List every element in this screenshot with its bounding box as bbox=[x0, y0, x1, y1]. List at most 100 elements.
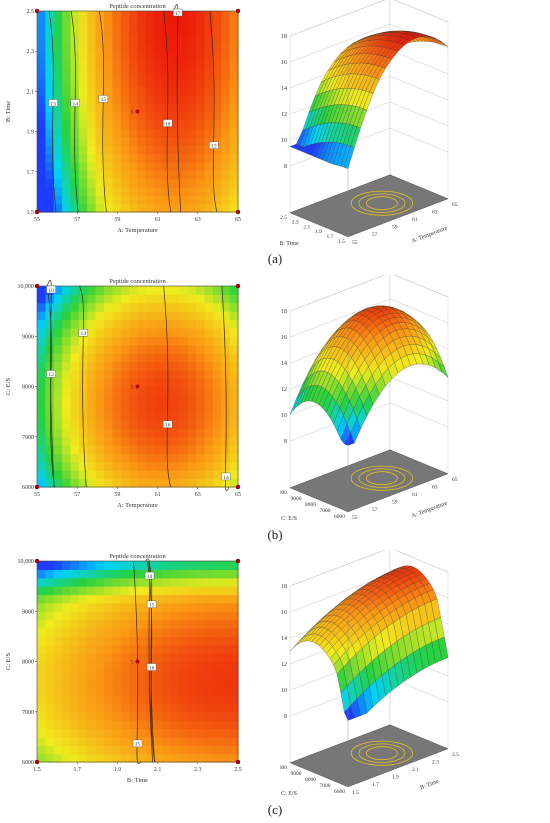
heatmap-cell bbox=[62, 394, 72, 404]
heatmap-cell bbox=[229, 195, 239, 205]
heatmap-cell bbox=[137, 195, 147, 205]
x-tick-label: 55 bbox=[34, 492, 40, 498]
heatmap-cell bbox=[45, 203, 55, 213]
heatmap-cell bbox=[62, 203, 72, 213]
heatmap-cell bbox=[53, 103, 63, 113]
heatmap-cell bbox=[104, 153, 113, 163]
contour-line bbox=[78, 285, 87, 488]
heatmap-cell bbox=[137, 27, 147, 37]
heatmap-cell bbox=[62, 445, 72, 455]
heatmap-cell bbox=[37, 161, 46, 171]
heatmap-cell bbox=[229, 19, 239, 29]
design-point bbox=[34, 209, 40, 215]
heatmap-cell bbox=[95, 311, 105, 321]
heatmap-cell bbox=[120, 195, 130, 205]
heatmap-cell bbox=[221, 69, 231, 79]
heatmap-cell bbox=[78, 361, 88, 371]
design-point bbox=[34, 484, 40, 490]
panel-a: Peptide concentration 55 57 59 61 63 65 1.5 1.7 1… bbox=[0, 0, 550, 270]
heatmap-cell bbox=[187, 36, 197, 46]
heatmap-cell bbox=[137, 186, 147, 196]
heatmap-cell bbox=[45, 577, 55, 587]
heatmap-cell bbox=[70, 145, 80, 154]
heatmap-cell bbox=[78, 136, 88, 146]
heatmap-cell bbox=[53, 327, 63, 337]
heatmap-cell bbox=[104, 119, 113, 129]
heatmap-cell bbox=[187, 594, 197, 604]
design-point bbox=[235, 558, 241, 564]
heatmap-cell bbox=[212, 669, 222, 679]
heatmap-cell bbox=[129, 369, 139, 379]
heatmap-cell bbox=[120, 44, 130, 54]
heatmap-cell bbox=[154, 186, 164, 196]
heatmap-cell bbox=[112, 203, 122, 213]
heatmap-cell bbox=[204, 661, 214, 671]
heatmap-cell bbox=[204, 203, 214, 213]
heatmap-cell bbox=[129, 394, 139, 404]
heatmap-cell bbox=[62, 636, 72, 646]
heatmap-cell bbox=[179, 594, 189, 604]
heatmap-cell bbox=[45, 78, 55, 87]
heatmap-cell bbox=[45, 636, 55, 646]
heatmap-cell bbox=[196, 703, 206, 713]
heatmap-cell bbox=[70, 561, 80, 570]
heatmap-cell bbox=[196, 52, 206, 62]
heatmap-cell bbox=[129, 178, 139, 188]
surface-patch bbox=[344, 432, 355, 446]
contour-label-box bbox=[146, 600, 157, 608]
heatmap-cell bbox=[162, 703, 172, 713]
heatmap-cell bbox=[95, 619, 105, 629]
heatmap-cell bbox=[129, 27, 139, 37]
heatmap-cell bbox=[53, 569, 63, 579]
heatmap-cell bbox=[70, 195, 80, 205]
heatmap-cell bbox=[171, 119, 180, 129]
heatmap-cell bbox=[154, 344, 164, 354]
heatmap-cell bbox=[70, 594, 80, 604]
heatmap-cell bbox=[112, 478, 122, 488]
heatmap-cell bbox=[53, 678, 63, 688]
heatmap-cell bbox=[37, 561, 46, 570]
heatmap-cell bbox=[87, 78, 97, 87]
heatmap-cell bbox=[120, 103, 130, 113]
heatmap-cell bbox=[179, 686, 189, 696]
heatmap-cell bbox=[53, 644, 63, 654]
heatmap-cell bbox=[187, 386, 197, 396]
heatmap-cell bbox=[95, 461, 105, 471]
heatmap-cell bbox=[204, 111, 214, 121]
heatmap-cell bbox=[137, 136, 147, 146]
heatmap-cell bbox=[204, 669, 214, 679]
heatmap-cell bbox=[171, 669, 180, 679]
heatmap-cell bbox=[229, 386, 239, 396]
heatmap-cell bbox=[95, 69, 105, 79]
heatmap-cell bbox=[179, 161, 189, 171]
heatmap-cell bbox=[145, 678, 155, 688]
heatmap-cell bbox=[137, 577, 147, 587]
heatmap-cell bbox=[45, 311, 55, 321]
heatmap-cell bbox=[171, 403, 180, 413]
heatmap-cell bbox=[37, 586, 46, 596]
heatmap-cell bbox=[78, 86, 88, 96]
heatmap-cell bbox=[196, 611, 206, 621]
heatmap-cell bbox=[120, 178, 130, 188]
heatmap-cell bbox=[154, 69, 164, 79]
heatmap-cell bbox=[95, 52, 105, 62]
surface-plot-b: 81012141618Peptide concentration55575961… bbox=[280, 275, 458, 522]
heatmap-cell bbox=[171, 353, 180, 362]
heatmap-cell bbox=[229, 286, 239, 295]
heatmap-cell bbox=[45, 695, 55, 704]
heatmap-cell bbox=[53, 294, 63, 304]
heatmap-cell bbox=[70, 294, 80, 304]
heatmap-cell bbox=[70, 686, 80, 696]
heatmap-cell bbox=[78, 561, 88, 570]
heatmap-cell bbox=[171, 128, 180, 138]
heatmap-cell bbox=[45, 386, 55, 396]
heatmap-cell bbox=[212, 686, 222, 696]
heatmap-cell bbox=[154, 636, 164, 646]
heatmap-cell bbox=[87, 711, 97, 721]
heatmap-cell bbox=[171, 594, 180, 604]
heatmap-cell bbox=[221, 586, 231, 596]
heatmap-cell bbox=[145, 61, 155, 71]
heatmap-cell bbox=[78, 394, 88, 404]
heatmap-cell bbox=[70, 453, 80, 463]
heatmap-cell bbox=[212, 161, 222, 171]
